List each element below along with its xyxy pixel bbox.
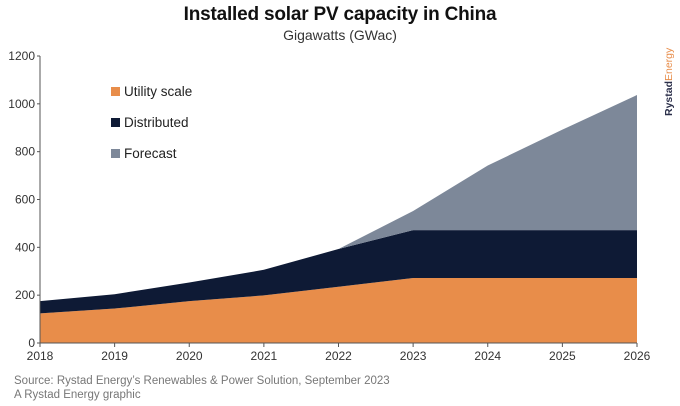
y-tick-label: 1200 (8, 49, 35, 63)
x-tick-label: 2019 (101, 349, 128, 363)
legend-swatch-utility-scale (111, 87, 120, 96)
rystad-energy-logo: Rystad Energy (663, 47, 675, 116)
area-forecast (40, 94, 637, 302)
y-tick-label: 1000 (8, 97, 35, 111)
x-tick-label: 2024 (474, 349, 501, 363)
y-tick-label: 800 (15, 145, 35, 159)
series-areas (40, 94, 637, 343)
y-tick-labels: 0 200 400 600 800 1000 1200 (8, 49, 40, 350)
logo-text-energy: Energy (663, 47, 675, 81)
y-tick-label: 400 (15, 240, 35, 254)
legend-swatch-forecast (111, 149, 120, 158)
logo-text-rystad: Rystad (663, 81, 675, 116)
area-utility-scale (40, 277, 637, 343)
legend-label-utility-scale: Utility scale (124, 84, 192, 99)
x-tick-label: 2020 (176, 349, 203, 363)
legend-label-distributed: Distributed (124, 115, 189, 130)
chart-title: Installed solar PV capacity in China (183, 4, 497, 25)
x-tick-label: 2021 (251, 349, 278, 363)
x-tick-label: 2026 (624, 349, 651, 363)
area-distributed (40, 230, 637, 314)
y-tick-label: 600 (15, 193, 35, 207)
x-tick-label: 2022 (325, 349, 352, 363)
credit-note: A Rystad Energy graphic (14, 389, 141, 401)
x-tick-labels: 2018 2019 2020 2021 2022 2023 2024 2025 2026 (27, 343, 651, 363)
x-tick-label: 2025 (549, 349, 576, 363)
legend-label-forecast: Forecast (124, 146, 177, 161)
y-tick-label: 0 (28, 336, 35, 350)
x-tick-label: 2018 (27, 349, 54, 363)
x-tick-label: 2023 (400, 349, 427, 363)
chart-subtitle: Gigawatts (GWac) (283, 27, 397, 43)
legend-swatch-distributed (111, 118, 120, 127)
y-tick-label: 200 (15, 288, 35, 302)
source-note: Source: Rystad Energy’s Renewables & Pow… (14, 375, 390, 387)
legend: Utility scale Distributed Forecast (111, 84, 192, 161)
